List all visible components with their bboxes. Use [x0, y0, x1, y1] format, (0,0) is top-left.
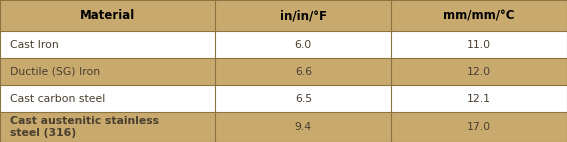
Text: 9.4: 9.4: [295, 122, 312, 132]
Bar: [391, 58, 567, 85]
Text: 6.6: 6.6: [295, 67, 312, 77]
Bar: [391, 112, 567, 142]
Bar: [215, 58, 391, 85]
Text: 12.0: 12.0: [467, 67, 491, 77]
Bar: [0, 0, 215, 31]
Bar: [215, 0, 391, 31]
Bar: [215, 31, 391, 58]
Text: mm/mm/°C: mm/mm/°C: [443, 9, 515, 22]
Bar: [391, 0, 567, 31]
Text: Cast Iron: Cast Iron: [10, 40, 59, 50]
Bar: [391, 85, 567, 112]
Bar: [215, 85, 391, 112]
Text: 17.0: 17.0: [467, 122, 491, 132]
Text: in/in/°F: in/in/°F: [280, 9, 327, 22]
Text: Cast carbon steel: Cast carbon steel: [10, 94, 105, 104]
Bar: [0, 31, 215, 58]
Text: 6.0: 6.0: [295, 40, 312, 50]
Text: 12.1: 12.1: [467, 94, 491, 104]
Bar: [0, 85, 215, 112]
Text: Ductile (SG) Iron: Ductile (SG) Iron: [10, 67, 100, 77]
Text: Cast austenitic stainless
steel (316): Cast austenitic stainless steel (316): [10, 116, 159, 138]
Bar: [0, 112, 215, 142]
Bar: [215, 112, 391, 142]
Text: 6.5: 6.5: [295, 94, 312, 104]
Text: Material: Material: [80, 9, 136, 22]
Text: 11.0: 11.0: [467, 40, 491, 50]
Bar: [391, 31, 567, 58]
Bar: [0, 58, 215, 85]
